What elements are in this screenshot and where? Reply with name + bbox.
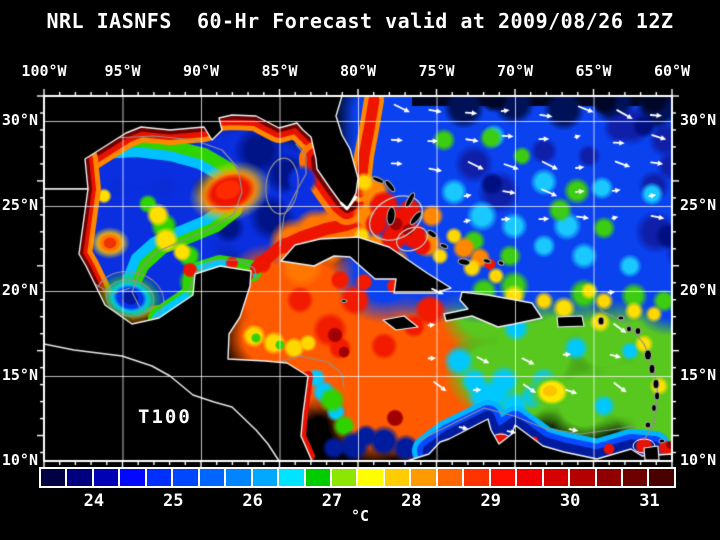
y-tick-label-left: 25°N bbox=[1, 196, 38, 214]
colorbar-segment bbox=[67, 469, 92, 486]
colorbar-segment bbox=[358, 469, 383, 486]
colorbar-segment bbox=[649, 469, 674, 486]
x-tick-label: 90°W bbox=[182, 62, 220, 80]
colorbar-segment bbox=[41, 469, 66, 486]
colorbar-tick-label: 30 bbox=[559, 491, 581, 511]
colorbar-segment bbox=[146, 469, 172, 486]
y-tick-label-right: 10°N bbox=[680, 451, 717, 469]
x-tick-label: 60°W bbox=[653, 62, 691, 80]
y-tick-label-left: 30°N bbox=[1, 111, 38, 129]
colorbar-tick-label: 28 bbox=[401, 491, 422, 511]
colorbar-segment bbox=[384, 469, 410, 486]
colorbar-segment bbox=[199, 469, 225, 486]
colorbar-segment bbox=[437, 469, 463, 486]
colorbar-segment bbox=[464, 469, 489, 486]
colorbar-segment bbox=[411, 469, 436, 486]
colorbar bbox=[39, 467, 676, 488]
x-tick-label: 85°W bbox=[261, 62, 298, 80]
y-tick-label-right: 25°N bbox=[680, 196, 717, 214]
y-tick-label-right: 30°N bbox=[680, 111, 717, 129]
colorbar-segment bbox=[570, 469, 595, 486]
colorbar-segment bbox=[279, 469, 304, 486]
depth-annotation: T100 bbox=[138, 406, 192, 428]
colorbar-segment bbox=[543, 469, 569, 486]
colorbar-segment bbox=[226, 469, 251, 486]
x-tick-label: 100°W bbox=[21, 62, 67, 80]
y-tick-label-left: 15°N bbox=[1, 366, 38, 384]
y-tick-label-left: 10°N bbox=[1, 451, 38, 469]
colorbar-segment bbox=[331, 469, 357, 486]
x-tick-label: 80°W bbox=[339, 62, 377, 80]
x-tick-label: 95°W bbox=[104, 62, 141, 80]
colorbar-segment bbox=[93, 469, 119, 486]
y-tick-label-left: 20°N bbox=[1, 281, 38, 299]
colorbar-segment bbox=[490, 469, 516, 486]
x-tick-label: 75°W bbox=[418, 62, 455, 80]
page-title: NRL IASNFS 60-Hr Forecast valid at 2009/… bbox=[46, 9, 674, 33]
colorbar-segment bbox=[252, 469, 278, 486]
colorbar-segment bbox=[305, 469, 330, 486]
colorbar-tick-label: 27 bbox=[321, 491, 343, 511]
colorbar-tick-label: 25 bbox=[163, 491, 184, 511]
x-tick-label: 70°W bbox=[496, 62, 534, 80]
colorbar-tick-label: 31 bbox=[639, 491, 660, 511]
colorbar-unit-label: °C bbox=[350, 507, 370, 525]
colorbar-segment bbox=[517, 469, 542, 486]
colorbar-tick-label: 29 bbox=[480, 491, 502, 511]
colorbar-segment bbox=[622, 469, 648, 486]
colorbar-segment bbox=[173, 469, 198, 486]
y-tick-label-right: 15°N bbox=[680, 366, 717, 384]
colorbar-segment bbox=[120, 469, 145, 486]
x-tick-label: 65°W bbox=[575, 62, 612, 80]
colorbar-tick-label: 26 bbox=[242, 491, 263, 511]
colorbar-segment bbox=[596, 469, 621, 486]
colorbar-tick-label: 24 bbox=[83, 491, 105, 511]
y-tick-label-right: 20°N bbox=[680, 281, 717, 299]
